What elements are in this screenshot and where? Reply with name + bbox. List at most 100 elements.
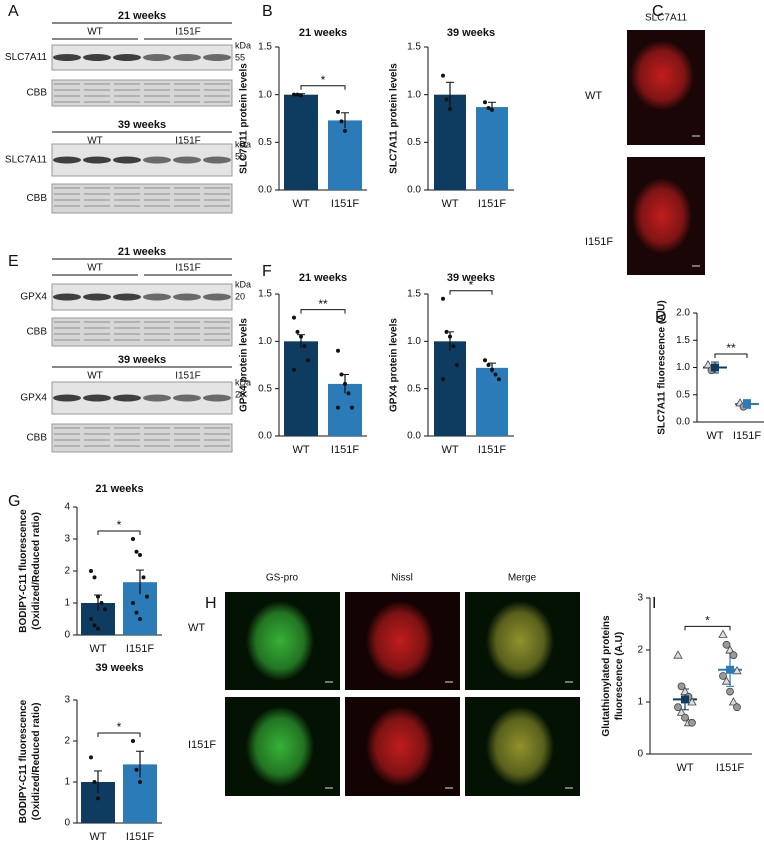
data-point — [343, 128, 347, 133]
significance-label: * — [117, 518, 122, 532]
y-tick-label: 1.5 — [258, 289, 272, 300]
group-label: WT — [87, 136, 103, 147]
data-point — [441, 377, 445, 382]
y-tick-label: 3 — [64, 534, 70, 545]
y-axis-label: GPX4 protein levels — [239, 318, 250, 412]
data-point — [138, 617, 142, 621]
row-label: SLC7A11 — [5, 155, 48, 166]
significance-label: * — [705, 614, 710, 628]
row-label: CBB — [26, 433, 47, 444]
data-point — [89, 617, 93, 621]
significance-label: ** — [726, 341, 736, 355]
significance-bracket — [714, 353, 748, 359]
panel-letter: C — [652, 3, 664, 20]
kda-label: kDa — [235, 40, 251, 50]
data-point — [96, 626, 100, 631]
tissue — [366, 706, 434, 787]
tissue — [246, 706, 314, 787]
blot-title: 39 weeks — [118, 119, 166, 131]
mean-marker — [711, 363, 719, 372]
y-tick-label: 0.5 — [258, 383, 272, 394]
y-axis-label: fluorescence (A.U) — [614, 632, 625, 720]
data-point — [134, 610, 139, 615]
significance-label: * — [117, 720, 122, 734]
data-point — [444, 97, 449, 102]
row-label: I151F — [585, 236, 613, 248]
row-label: I151F — [188, 739, 216, 751]
data-point — [346, 391, 351, 396]
group-label: I151F — [175, 263, 201, 274]
row-label: CBB — [26, 193, 47, 204]
chart-title: 21 weeks — [299, 272, 347, 284]
row-label: SLC7A11 — [5, 52, 48, 63]
data-point — [444, 329, 449, 334]
y-tick-label: 0.0 — [407, 431, 421, 442]
y-tick-label: 2 — [637, 645, 643, 656]
x-tick-label: I151F — [126, 831, 154, 843]
y-tick-label: 3 — [64, 695, 70, 706]
column-label: GS-pro — [266, 573, 299, 584]
panel-letter: E — [8, 253, 19, 270]
blot-band — [143, 394, 171, 402]
mean-marker — [743, 400, 751, 409]
data-point — [299, 93, 303, 98]
x-tick-label: I151F — [331, 198, 359, 210]
bar — [284, 94, 318, 190]
data-point — [722, 640, 731, 649]
data-point — [99, 601, 104, 605]
blot-band — [113, 394, 141, 402]
row-label: CBB — [26, 327, 47, 338]
y-tick-label: 2 — [64, 736, 70, 747]
data-point — [441, 296, 445, 301]
y-tick-label: 1 — [64, 598, 70, 609]
data-point — [134, 767, 139, 772]
blot-band — [143, 54, 171, 61]
data-point — [292, 92, 296, 97]
row-label: GPX4 — [20, 393, 47, 404]
data-point — [719, 672, 727, 680]
x-tick-label: WT — [441, 444, 458, 456]
y-tick-label: 0 — [64, 630, 70, 641]
data-point — [441, 73, 445, 78]
y-tick-label: 0.5 — [407, 383, 421, 394]
y-tick-label: 2.0 — [676, 308, 690, 319]
data-point — [131, 739, 135, 743]
blot-band — [203, 156, 231, 164]
significance-label: * — [321, 73, 326, 87]
data-point — [729, 651, 738, 660]
row-label: CBB — [26, 88, 47, 99]
data-point — [339, 119, 344, 124]
y-tick-label: 1.0 — [407, 336, 421, 347]
data-point — [732, 665, 742, 675]
y-axis-label: BODIPY-C11 fluorescence — [18, 699, 29, 823]
group-label: WT — [87, 27, 103, 38]
data-point — [96, 796, 100, 801]
blot-band — [83, 156, 111, 164]
y-tick-label: 1.5 — [407, 289, 421, 300]
blot-band — [203, 394, 231, 402]
significance-bracket — [449, 290, 493, 295]
data-point — [299, 334, 303, 339]
x-tick-label: WT — [676, 762, 693, 774]
blot-image — [51, 143, 233, 177]
tissue — [486, 601, 554, 681]
data-point — [703, 359, 713, 369]
column-label: Nissl — [391, 573, 413, 584]
y-axis-label: Glutathionylated proteins — [601, 615, 612, 737]
y-axis-label: BODIPY-C11 fluorescence — [18, 509, 29, 633]
y-axis-label: (Oxidized/Reduced ratio) — [31, 703, 42, 821]
data-point — [688, 718, 696, 727]
blot-image — [51, 381, 233, 415]
x-tick-label: WT — [292, 444, 309, 456]
x-tick-label: WT — [89, 831, 106, 843]
blot-band — [53, 54, 81, 61]
data-point — [677, 682, 686, 691]
y-tick-label: 0 — [637, 749, 643, 760]
tissue — [630, 40, 694, 111]
y-tick-label: 1.0 — [258, 336, 272, 347]
blot-band — [53, 156, 81, 164]
blot-band — [113, 156, 141, 164]
blot-band — [173, 156, 201, 164]
panel-letter: B — [262, 3, 273, 20]
row-label: WT — [188, 622, 205, 634]
